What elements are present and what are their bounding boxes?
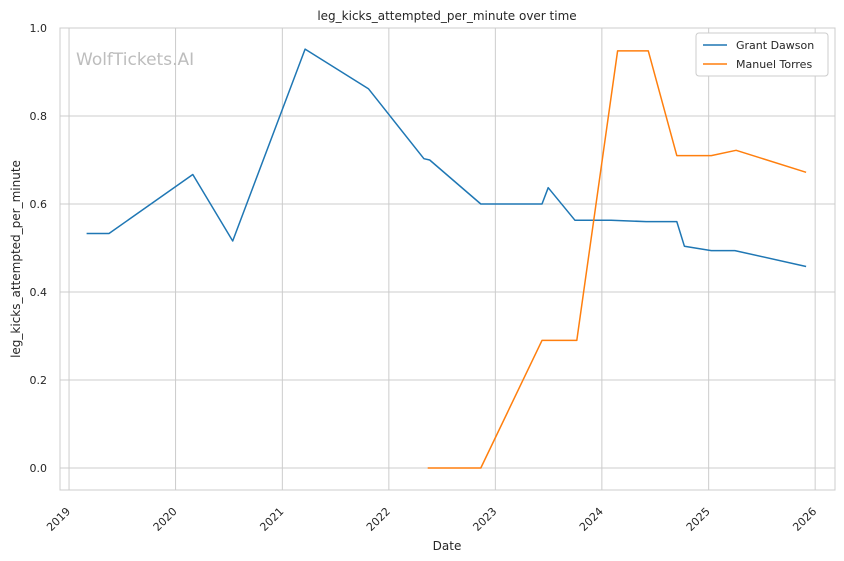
- legend: Grant Dawson Manuel Torres: [695, 32, 829, 77]
- x-tick-label: 2019: [44, 505, 73, 534]
- x-tick-label: 2021: [257, 505, 286, 534]
- legend-label-manuel-torres: Manuel Torres: [736, 58, 812, 71]
- series-line-grant-dawson: [86, 48, 807, 268]
- chart-title: leg_kicks_attempted_per_minute over time: [317, 9, 576, 23]
- x-tick-label: 2025: [684, 505, 713, 534]
- x-tick-label: 2024: [577, 505, 606, 534]
- x-axis: 2019 2020 2021 2022 2023 2024 2025 2026: [44, 505, 819, 534]
- x-tick-label: 2022: [364, 505, 393, 534]
- x-tick-label: 2026: [790, 505, 819, 534]
- y-axis-label: leg_kicks_attempted_per_minute: [9, 160, 23, 358]
- y-tick-label: 1.0: [30, 22, 48, 35]
- y-tick-label: 0.2: [30, 374, 48, 387]
- x-tick-label: 2020: [151, 505, 180, 534]
- watermark: WolfTickets.AI: [76, 50, 194, 70]
- y-tick-label: 0.4: [30, 286, 48, 299]
- x-tick-label: 2023: [470, 505, 499, 534]
- plot-area: [59, 27, 836, 491]
- y-tick-label: 0.8: [30, 110, 48, 123]
- y-tick-label: 0.0: [30, 462, 48, 475]
- legend-label-grant-dawson: Grant Dawson: [736, 39, 814, 52]
- series-layer: [86, 48, 807, 469]
- y-axis: 0.0 0.2 0.4 0.6 0.8 1.0: [30, 22, 48, 475]
- y-tick-label: 0.6: [30, 198, 48, 211]
- grid: [60, 27, 835, 490]
- x-axis-label: Date: [433, 539, 462, 553]
- legend-box: [695, 32, 829, 77]
- series-line-manuel-torres: [427, 50, 807, 469]
